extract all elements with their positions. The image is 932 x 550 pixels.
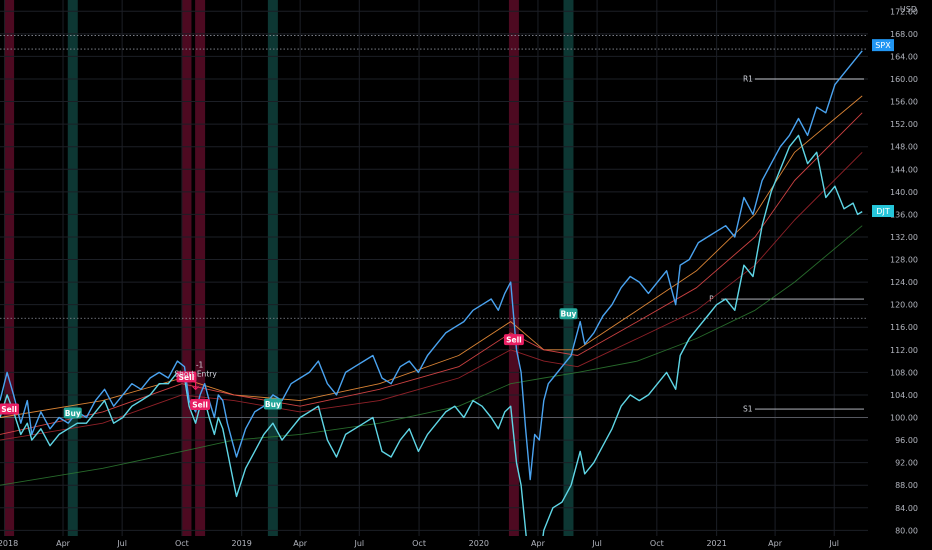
signal-label: Sell [192,401,208,410]
tag-background [872,39,894,52]
time-tick-label: Jul [828,539,839,548]
time-tick-label: Apr [768,539,783,548]
signal-label: Buy [561,310,577,319]
sell-signal: Sell [503,334,524,346]
signal-band [563,0,574,536]
time-axis[interactable]: 2018 Apr Jul Oct 2019 Apr Jul Oct 2020 Apr Jul Oct 2… [0,539,839,548]
price-tick-label: 104.00 [890,391,918,400]
signal-badge [63,407,82,419]
signal-badge [0,403,20,415]
signal-markers: Sell Buy Sell Sell Buy Sell Buy [0,308,578,419]
price-tick-label: 84.00 [895,504,918,513]
last-value-tag-spx: SPX [872,39,894,52]
last-value-tag-djt: DJT [872,205,894,218]
time-tick-label: Apr [293,539,308,548]
price-tick-label: 140.00 [890,188,918,197]
price-tick-label: 156.00 [890,98,918,107]
series-line-djt [0,134,863,550]
signal-label: Buy [65,409,81,418]
signal-label: Sell [506,336,522,345]
tag-label: SPX [875,41,891,50]
signal-label: Sell [179,373,195,382]
price-tick-label: 100.00 [890,414,918,423]
signal-band [4,0,15,536]
signal-band [181,0,192,536]
signal-badge [176,371,197,383]
price-tick-label: 120.00 [890,301,918,310]
grid-lines [0,0,868,536]
price-tick-label: 132.00 [890,233,918,242]
price-tick-label: 148.00 [890,143,918,152]
annotation-text: Short Entry [174,369,217,378]
time-tick-label: 2021 [706,539,726,548]
pivot-label: R1 [743,74,753,83]
signal-badge [190,399,211,411]
time-tick-label: Apr [531,539,546,548]
time-tick-label: 2019 [232,539,252,548]
time-axis-panel[interactable] [0,536,932,550]
price-axis[interactable]: 80.00 84.00 88.00 92.00 96.00 100.00 104.00 108… [890,7,918,535]
buy-signal: Buy [263,398,282,410]
price-tick-label: 128.00 [890,256,918,265]
signal-band [267,0,278,536]
pivot-label: S1 [743,405,753,414]
price-tick-label: 88.00 [895,481,918,490]
time-tick-label: Jul [591,539,602,548]
reference-lines [0,35,868,418]
time-tick-label: Oct [175,539,189,548]
time-tick-label: 2018 [0,539,18,548]
buy-signal: Buy [559,308,578,320]
currency-label: USD [900,5,917,14]
signal-bands [4,0,574,536]
price-tick-label: 92.00 [895,459,918,468]
price-tick-label: 172.00 [890,7,918,16]
time-tick-label: Jul [353,539,364,548]
buy-signal: Buy [63,407,82,419]
price-tick-label: 136.00 [890,210,918,219]
time-tick-label: Jul [116,539,127,548]
price-tick-label: 112.00 [890,346,918,355]
sell-signal: Sell [176,371,197,383]
price-tick-label: 96.00 [895,436,918,445]
last-value-tags: SPX DJT [872,39,894,218]
moving-average-line [0,225,863,486]
moving-average-line [0,112,863,435]
series-lines [0,50,863,550]
price-tick-label: 164.00 [890,52,918,61]
signal-band [67,0,78,536]
signal-label: Buy [265,400,281,409]
price-tick-label: 116.00 [890,323,918,332]
price-tick-label: 168.00 [890,30,918,39]
time-tick-label: Apr [56,539,71,548]
price-axis-panel[interactable] [868,0,932,536]
time-tick-label: Oct [412,539,426,548]
signal-badge [503,334,524,346]
annotation-qty: -1 [196,360,204,369]
tag-label: DJT [876,207,890,216]
signal-label: Sell [1,405,17,414]
price-tick-label: 80.00 [895,526,918,535]
short-entry-arrow [192,379,199,391]
price-tick-label: 160.00 [890,75,918,84]
signal-band [508,0,519,536]
sell-signal: Sell [190,399,211,411]
time-tick-label: Oct [650,539,664,548]
price-tick-label: 108.00 [890,368,918,377]
price-tick-label: 152.00 [890,120,918,129]
signal-band [195,0,206,536]
price-tick-label: 144.00 [890,165,918,174]
signal-badge [263,398,282,410]
series-line-spx [0,50,863,481]
time-tick-label: 2020 [469,539,489,548]
signal-badge [559,308,578,320]
price-tick-label: 124.00 [890,278,918,287]
tag-background [872,205,894,218]
sell-signal: Sell [0,403,20,415]
